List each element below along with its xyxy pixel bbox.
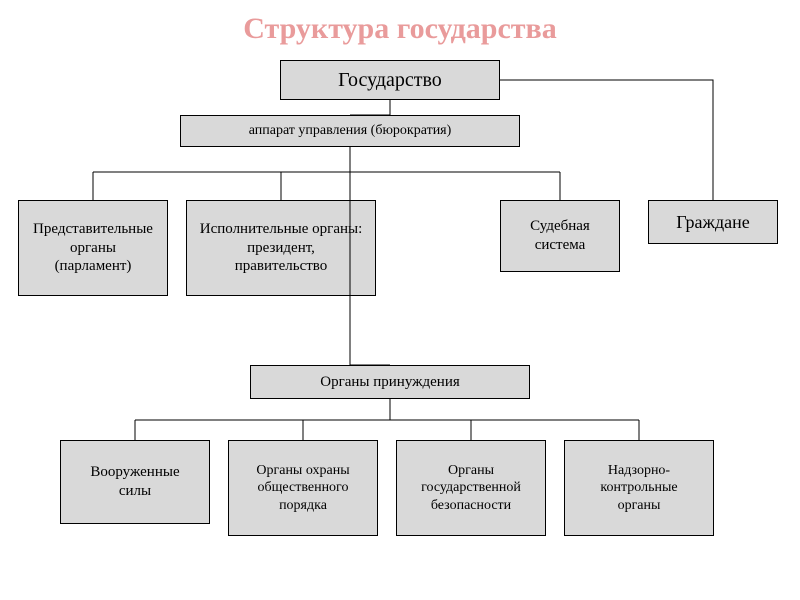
node-label: Вооруженные силы: [90, 463, 179, 501]
node-label: Судебная система: [530, 217, 590, 255]
node-oversight: Надзорно- контрольные органы: [564, 440, 714, 536]
node-army: Вооруженные силы: [60, 440, 210, 524]
node-security: Органы государственной безопасности: [396, 440, 546, 536]
node-citizens: Граждане: [648, 200, 778, 244]
node-label: Органы государственной безопасности: [421, 462, 521, 515]
node-exec: Исполнительные органы: президент, правит…: [186, 200, 376, 296]
node-jud: Судебная система: [500, 200, 620, 272]
node-coerc: Органы принуждения: [250, 365, 530, 399]
node-root: Государство: [280, 60, 500, 100]
node-rep: Представительные органы (парламент): [18, 200, 168, 296]
node-label: Государство: [338, 68, 442, 93]
diagram-title: Структура государства: [0, 12, 800, 46]
node-label: Органы охраны общественного порядка: [256, 462, 349, 515]
node-police: Органы охраны общественного порядка: [228, 440, 378, 536]
diagram-stage: { "canvas": { "width": 800, "height": 60…: [0, 0, 800, 600]
node-label: аппарат управления (бюрократия): [249, 122, 452, 140]
node-label: Представительные органы (парламент): [33, 220, 153, 276]
node-label: Исполнительные органы: президент, правит…: [200, 220, 363, 276]
node-label: Органы принуждения: [320, 373, 460, 392]
node-apparatus: аппарат управления (бюрократия): [180, 115, 520, 147]
node-label: Надзорно- контрольные органы: [600, 462, 677, 515]
node-label: Граждане: [676, 211, 749, 234]
